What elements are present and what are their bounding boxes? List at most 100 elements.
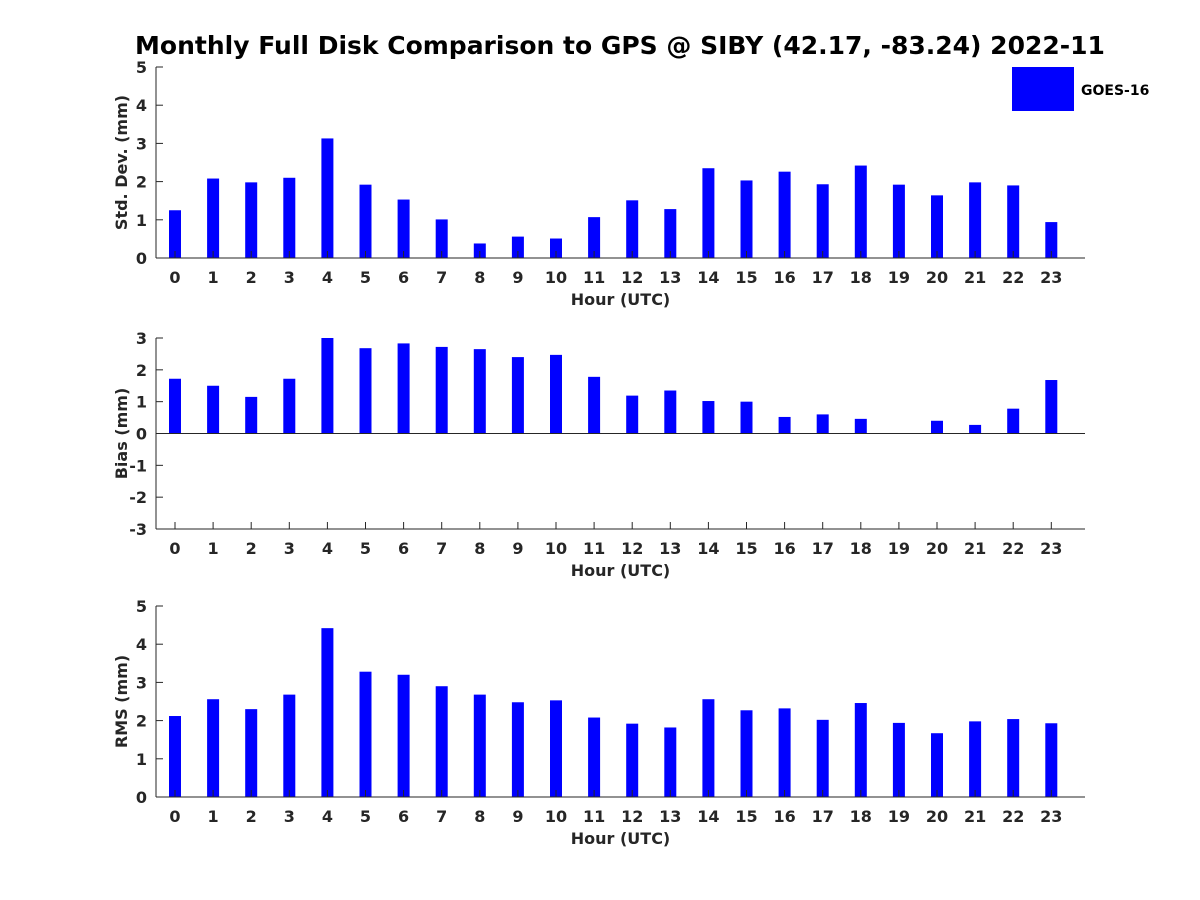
bias-x-tick-label: 3 xyxy=(284,539,295,558)
bias-bar-11 xyxy=(588,376,601,434)
bias-x-tick-label: 14 xyxy=(697,539,719,558)
std-dev-x-tick-label: 11 xyxy=(583,268,605,287)
bias-bar-17 xyxy=(816,414,829,434)
rms-x-tick-label: 9 xyxy=(512,807,523,826)
bias-bar-12 xyxy=(626,395,639,434)
rms-bar-17 xyxy=(816,719,829,797)
bias-x-tick-label: 9 xyxy=(512,539,523,558)
std-dev-y-tick-label: 3 xyxy=(136,134,147,153)
bias-bar-10 xyxy=(550,354,562,434)
rms-x-tick-label: 7 xyxy=(436,807,447,826)
rms-x-tick-label: 0 xyxy=(169,807,180,826)
rms-y-tick-label: 5 xyxy=(136,597,147,616)
rms-bar-6 xyxy=(397,674,410,797)
std-dev-x-tick-label: 1 xyxy=(208,268,219,287)
rms-x-tick-label: 18 xyxy=(850,807,872,826)
bias-x-tick-label: 18 xyxy=(850,539,872,558)
rms-x-tick-label: 3 xyxy=(284,807,295,826)
bias-x-tick-label: 17 xyxy=(812,539,834,558)
bias-x-tick-label: 12 xyxy=(621,539,643,558)
rms-bar-11 xyxy=(588,717,601,797)
rms-bar-18 xyxy=(854,703,867,797)
std-dev-x-tick-label: 13 xyxy=(659,268,681,287)
std-dev-bar-7 xyxy=(435,219,448,258)
std-dev-bar-1 xyxy=(207,178,220,258)
rms-bar-8 xyxy=(473,694,486,797)
std-dev-x-tick-label: 2 xyxy=(246,268,257,287)
rms-x-tick-label: 23 xyxy=(1040,807,1062,826)
rms-x-tick-label: 12 xyxy=(621,807,643,826)
std-dev-x-tick-label: 14 xyxy=(697,268,719,287)
rms-x-axis-label: Hour (UTC) xyxy=(571,829,671,848)
rms-x-tick-label: 19 xyxy=(888,807,910,826)
bias-bar-4 xyxy=(321,338,334,434)
rms-x-tick-label: 10 xyxy=(545,807,567,826)
bias-x-tick-label: 10 xyxy=(545,539,567,558)
rms-bar-19 xyxy=(892,722,905,797)
rms-x-tick-label: 1 xyxy=(208,807,219,826)
bias-bar-13 xyxy=(664,390,677,434)
bias-bar-18 xyxy=(854,418,867,434)
rms-x-tick-label: 2 xyxy=(246,807,257,826)
rms-x-tick-label: 20 xyxy=(926,807,948,826)
rms-bar-1 xyxy=(207,699,220,797)
bias-y-tick-label: -1 xyxy=(129,456,147,475)
std-dev-x-tick-label: 15 xyxy=(735,268,757,287)
bias-x-tick-label: 22 xyxy=(1002,539,1024,558)
std-dev-y-tick-label: 4 xyxy=(136,96,147,115)
legend-swatch-goes-16 xyxy=(1012,67,1074,111)
bias-x-tick-label: 16 xyxy=(773,539,795,558)
std-dev-bar-9 xyxy=(511,236,524,258)
std-dev-bar-10 xyxy=(550,238,562,258)
bias-x-tick-label: 1 xyxy=(208,539,219,558)
rms-bar-16 xyxy=(778,708,791,797)
std-dev-x-tick-label: 0 xyxy=(169,268,180,287)
rms-x-tick-label: 5 xyxy=(360,807,371,826)
bias-y-tick-label: 0 xyxy=(136,425,147,444)
rms-x-tick-label: 21 xyxy=(964,807,986,826)
chart-title: Monthly Full Disk Comparison to GPS @ SI… xyxy=(135,31,1105,60)
rms-bar-7 xyxy=(435,686,448,797)
rms-bar-22 xyxy=(1007,719,1020,797)
std-dev-x-tick-label: 20 xyxy=(926,268,948,287)
std-dev-bar-15 xyxy=(740,180,753,258)
bias-x-axis-label: Hour (UTC) xyxy=(571,561,671,580)
bias-y-tick-label: 3 xyxy=(136,329,147,348)
rms-y-tick-label: 2 xyxy=(136,712,147,731)
rms-y-tick-label: 0 xyxy=(136,788,147,807)
rms-x-tick-label: 6 xyxy=(398,807,409,826)
bias-bar-5 xyxy=(359,348,372,434)
std-dev-x-tick-label: 5 xyxy=(360,268,371,287)
rms-bar-9 xyxy=(511,702,524,797)
std-dev-x-tick-label: 7 xyxy=(436,268,447,287)
std-dev-x-tick-label: 10 xyxy=(545,268,567,287)
std-dev-x-tick-label: 3 xyxy=(284,268,295,287)
bias-bar-2 xyxy=(245,396,258,434)
std-dev-x-tick-label: 23 xyxy=(1040,268,1062,287)
bias-x-tick-label: 23 xyxy=(1040,539,1062,558)
rms-bar-14 xyxy=(702,699,715,797)
std-dev-bar-18 xyxy=(854,165,867,258)
std-dev-bar-22 xyxy=(1007,185,1020,258)
std-dev-bar-20 xyxy=(931,195,943,258)
rms-x-tick-label: 17 xyxy=(812,807,834,826)
bias-x-tick-label: 0 xyxy=(169,539,180,558)
bias-y-tick-label: 2 xyxy=(136,361,147,380)
rms-bar-12 xyxy=(626,723,639,797)
rms-bar-4 xyxy=(321,628,334,797)
rms-bar-10 xyxy=(550,700,562,797)
bias-bar-8 xyxy=(473,349,486,434)
std-dev-bar-12 xyxy=(626,200,639,258)
bias-x-tick-label: 7 xyxy=(436,539,447,558)
std-dev-x-tick-label: 4 xyxy=(322,268,333,287)
bias-x-tick-label: 11 xyxy=(583,539,605,558)
rms-y-tick-label: 3 xyxy=(136,673,147,692)
std-dev-x-tick-label: 6 xyxy=(398,268,409,287)
std-dev-x-tick-label: 8 xyxy=(474,268,485,287)
std-dev-bar-14 xyxy=(702,168,715,258)
std-dev-y-tick-label: 5 xyxy=(136,58,147,77)
bias-y-tick-label: -2 xyxy=(129,488,147,507)
